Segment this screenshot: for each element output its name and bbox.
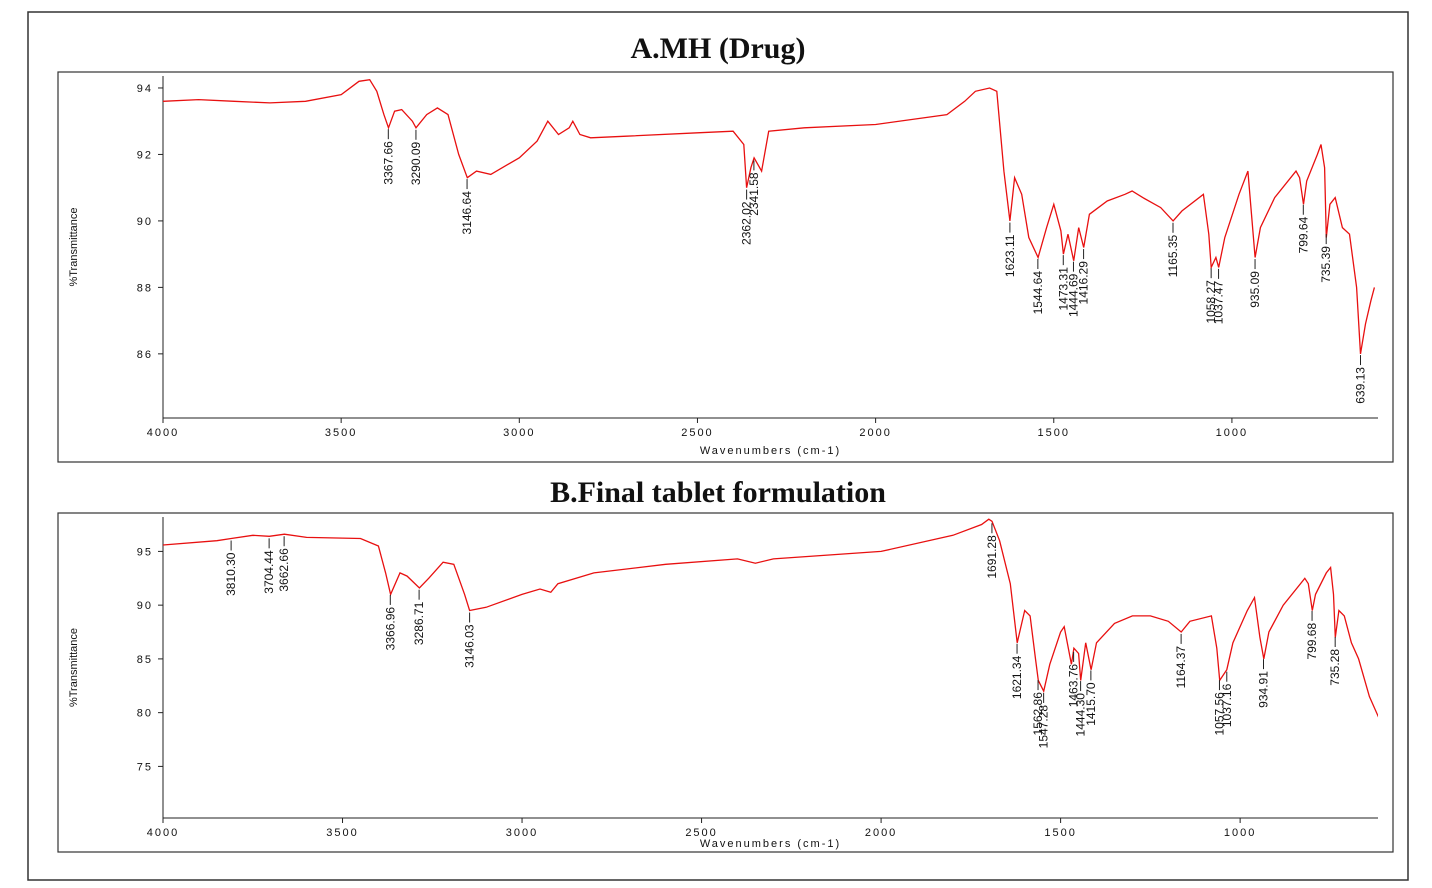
peak-label: 1037.47 <box>1212 281 1226 325</box>
peak-label: 799.64 <box>1296 216 1310 253</box>
y-tick-label: 90 <box>137 600 153 612</box>
peak-label: 735.28 <box>1328 649 1342 686</box>
peak-label: 3146.03 <box>463 624 477 668</box>
y-tick-label: 90 <box>137 216 153 228</box>
y-tick-label: 80 <box>137 708 153 720</box>
y-tick-label: 88 <box>137 282 153 294</box>
peak-label: 3367.66 <box>381 141 395 185</box>
x-tick-label: 4000 <box>147 827 179 839</box>
peak-label: 1164.37 <box>1174 646 1188 689</box>
x-axis-label: Wavenumbers (cm-1) <box>700 445 841 457</box>
peak-label: 3810.30 <box>224 552 238 596</box>
x-tick-label: 3000 <box>503 427 535 439</box>
x-tick-label: 2000 <box>865 827 897 839</box>
peak-label: 3704.44 <box>262 550 276 594</box>
peak-label: 1547.28 <box>1037 705 1051 749</box>
peak-label: 2362.02 <box>740 201 754 245</box>
x-axis-label: Wavenumbers (cm-1) <box>700 838 841 850</box>
y-tick-label: 92 <box>137 149 153 161</box>
peak-label: 3662.66 <box>277 548 291 592</box>
peak-label: 3146.64 <box>460 191 474 235</box>
peak-label: 1562.86 <box>1031 692 1045 736</box>
y-axis-label: %Transmittance <box>68 207 80 286</box>
peak-label: 1473.31 <box>1056 267 1070 311</box>
peak-label: 1444.30 <box>1074 693 1088 737</box>
peak-label: 639.13 <box>1353 367 1367 404</box>
peak-label: 1057.56 <box>1212 692 1226 736</box>
y-tick-label: 94 <box>137 83 153 95</box>
x-tick-label: 3000 <box>506 827 538 839</box>
x-tick-label: 3500 <box>326 827 358 839</box>
y-tick-label: 75 <box>137 761 153 773</box>
panel-frame <box>57 71 1394 463</box>
peak-label: 934.91 <box>1256 671 1270 708</box>
peak-label: 799.68 <box>1305 623 1319 660</box>
x-tick-label: 2500 <box>685 827 717 839</box>
peak-label: 935.09 <box>1248 271 1262 308</box>
peak-label: 1444.69 <box>1066 273 1080 317</box>
peak-label: 3366.96 <box>383 607 397 651</box>
peak-label: 1037.16 <box>1220 683 1234 727</box>
peak-label: 1058.27 <box>1204 280 1218 324</box>
peak-label: 3286.71 <box>412 601 426 645</box>
spectrum-line <box>163 78 1376 355</box>
x-tick-label: 2500 <box>681 427 713 439</box>
peak-label: 2341.58 <box>747 172 761 216</box>
y-axis-label: %Transmittance <box>68 628 80 707</box>
peak-label: 1165.35 <box>1166 234 1180 277</box>
y-tick-label: 85 <box>137 654 153 666</box>
plot-area: 3810.30 3704.44 3662.66 3366.96 3286.71 3146.… <box>163 518 1378 749</box>
panel-frame <box>57 512 1394 853</box>
peak-label: 1544.64 <box>1031 271 1045 315</box>
peak-label: 1691.28 <box>985 535 999 579</box>
peak-label: 1416.29 <box>1077 261 1091 305</box>
peak-label: 1623.11 <box>1003 234 1017 277</box>
y-tick-label: 86 <box>137 349 153 361</box>
x-tick-label: 3500 <box>325 427 357 439</box>
peak-label: 3290.09 <box>409 141 423 185</box>
peak-label: 1621.34 <box>1010 655 1024 699</box>
peak-label: 735.39 <box>1319 246 1333 283</box>
spectrum-line <box>163 518 1378 718</box>
x-tick-label: 1500 <box>1038 427 1070 439</box>
x-tick-label: 4000 <box>147 427 179 439</box>
peak-label: 1463.76 <box>1067 664 1081 708</box>
x-tick-label: 1500 <box>1044 827 1076 839</box>
x-tick-label: 1000 <box>1216 427 1248 439</box>
y-tick-label: 95 <box>137 546 153 558</box>
outer-border <box>27 11 1409 881</box>
x-tick-label: 2000 <box>859 427 891 439</box>
chart-title: B.Final tablet formulation <box>550 476 886 509</box>
x-tick-label: 1000 <box>1224 827 1256 839</box>
chart-title: A.MH (Drug) <box>631 32 806 65</box>
peak-label: 1415.70 <box>1084 682 1098 726</box>
